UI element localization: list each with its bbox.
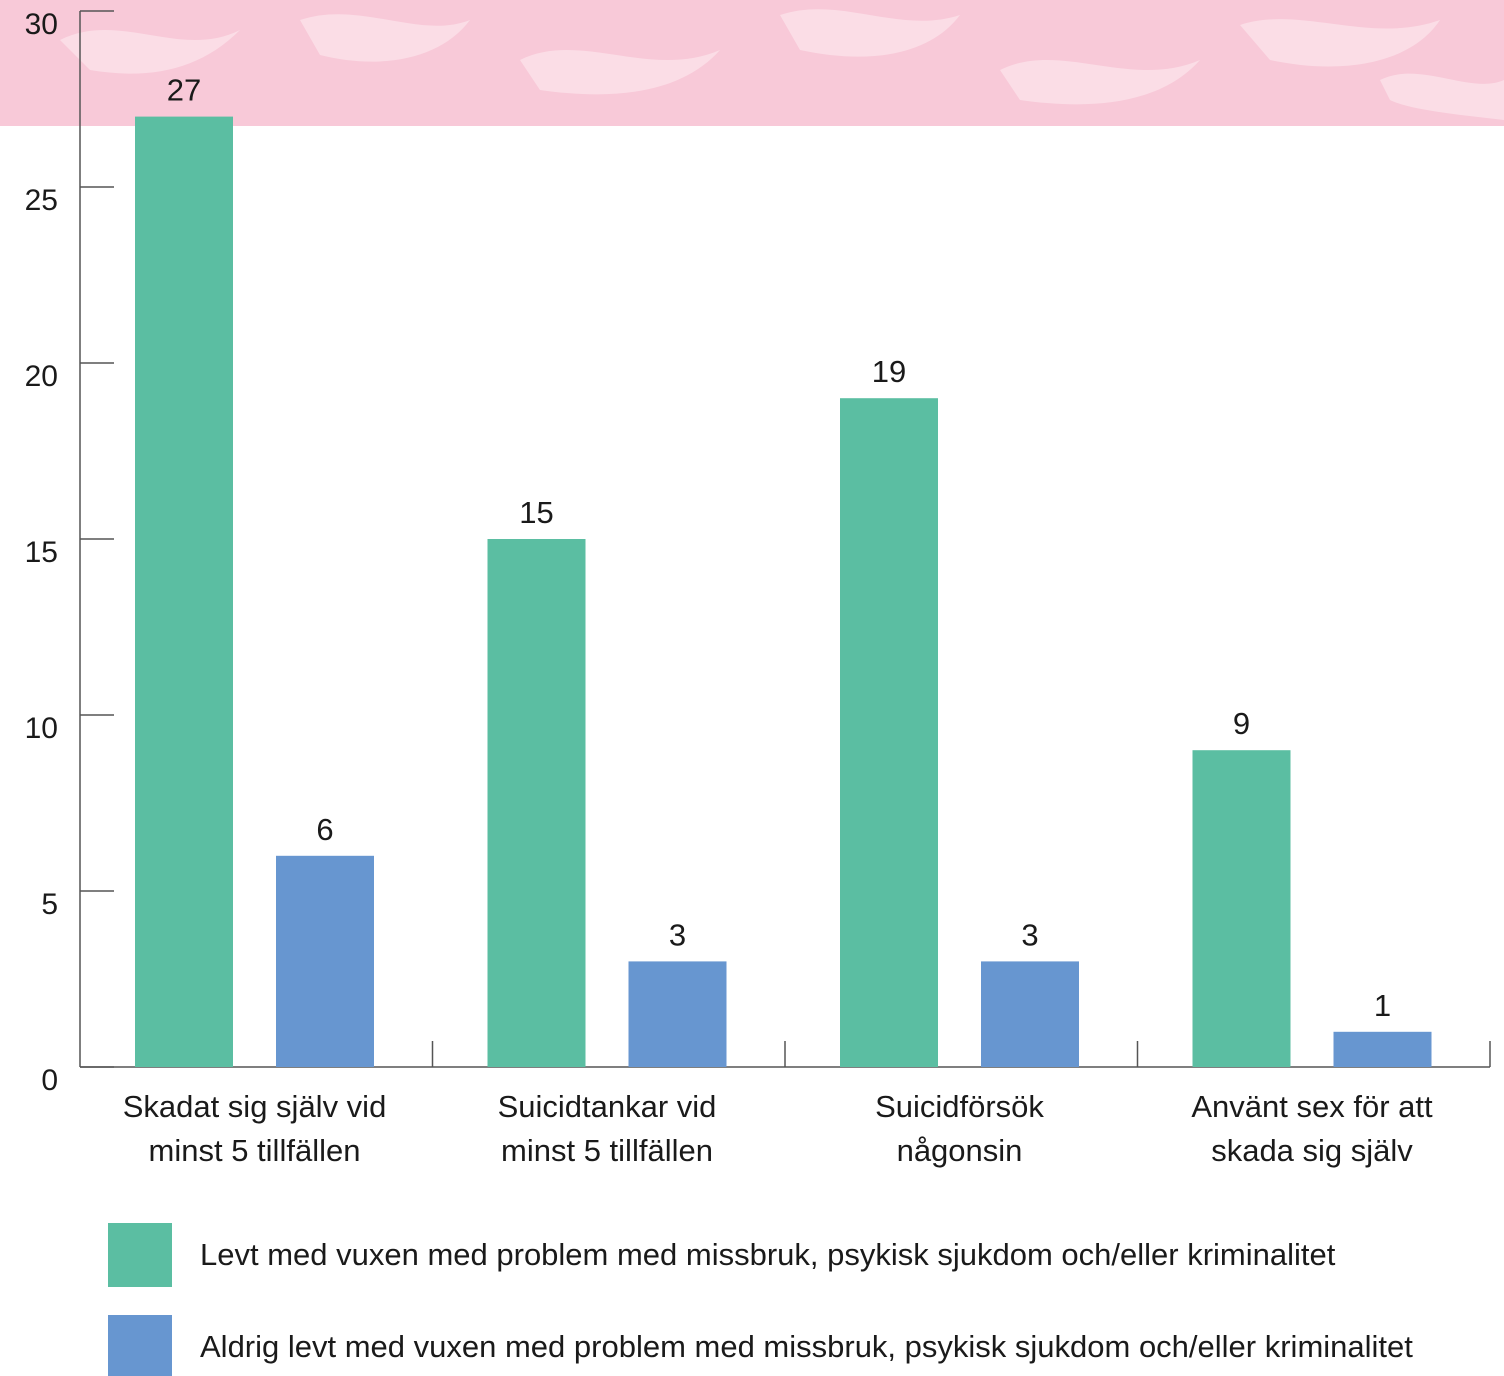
legend-label-series-1: Levt med vuxen med problem med missbruk,… (200, 1237, 1336, 1272)
x-tick-label: Skadat sig själv vid (123, 1089, 387, 1124)
legend-swatch-series-2 (108, 1315, 172, 1376)
data-label: 3 (1021, 917, 1038, 952)
x-tick-label: Suicidtankar vid (498, 1089, 717, 1124)
legend: Levt med vuxen med problem med missbruk,… (108, 1222, 1498, 1376)
y-tick-label: 25 (25, 184, 58, 217)
legend-label-series-2: Aldrig levt med vuxen med problem med mi… (200, 1329, 1413, 1364)
data-label: 6 (316, 812, 333, 847)
data-label: 15 (519, 495, 553, 530)
y-tick-label: 0 (41, 1064, 58, 1097)
x-tick-label: någonsin (897, 1133, 1023, 1168)
chart-bars (135, 116, 1432, 1068)
data-label: 27 (167, 73, 201, 108)
data-label: 1 (1374, 988, 1391, 1023)
data-label: 3 (669, 917, 686, 952)
decorative-pink-band (0, 0, 1504, 126)
chart-labels: 0 5 10 15 20 25 30 27 15 19 9 6 3 3 1 Skadat sig själv … (25, 8, 1433, 1168)
y-tick-label: 30 (25, 8, 58, 41)
x-tick-label: skada sig själv (1211, 1133, 1413, 1168)
y-tick-label: 15 (25, 536, 58, 569)
bar-series-2-2 (628, 961, 727, 1067)
y-tick-label: 10 (25, 712, 58, 745)
bar-series-1-2 (487, 539, 586, 1067)
data-label: 19 (872, 354, 906, 389)
bar-series-2-1 (276, 855, 374, 1067)
bar-series-1-3 (840, 398, 938, 1067)
decorative-leaf-pattern (60, 9, 1504, 120)
bar-series-1-4 (1192, 750, 1291, 1067)
x-tick-label: Använt sex för att (1191, 1089, 1433, 1124)
bar-series-2-4 (1333, 1031, 1432, 1067)
x-tick-label: Suicidförsök (875, 1089, 1044, 1124)
x-tick-label: minst 5 tillfällen (501, 1133, 713, 1168)
x-tick-label: minst 5 tillfällen (149, 1133, 361, 1168)
y-tick-label: 20 (25, 360, 58, 393)
legend-item-series-2: Aldrig levt med vuxen med problem med mi… (108, 1314, 1498, 1376)
bar-series-1-1 (135, 116, 233, 1068)
data-label: 9 (1233, 706, 1250, 741)
y-tick-label: 5 (41, 888, 58, 921)
legend-swatch-series-1 (108, 1223, 172, 1287)
bar-series-2-3 (981, 961, 1079, 1067)
legend-item-series-1: Levt med vuxen med problem med missbruk,… (108, 1222, 1498, 1288)
